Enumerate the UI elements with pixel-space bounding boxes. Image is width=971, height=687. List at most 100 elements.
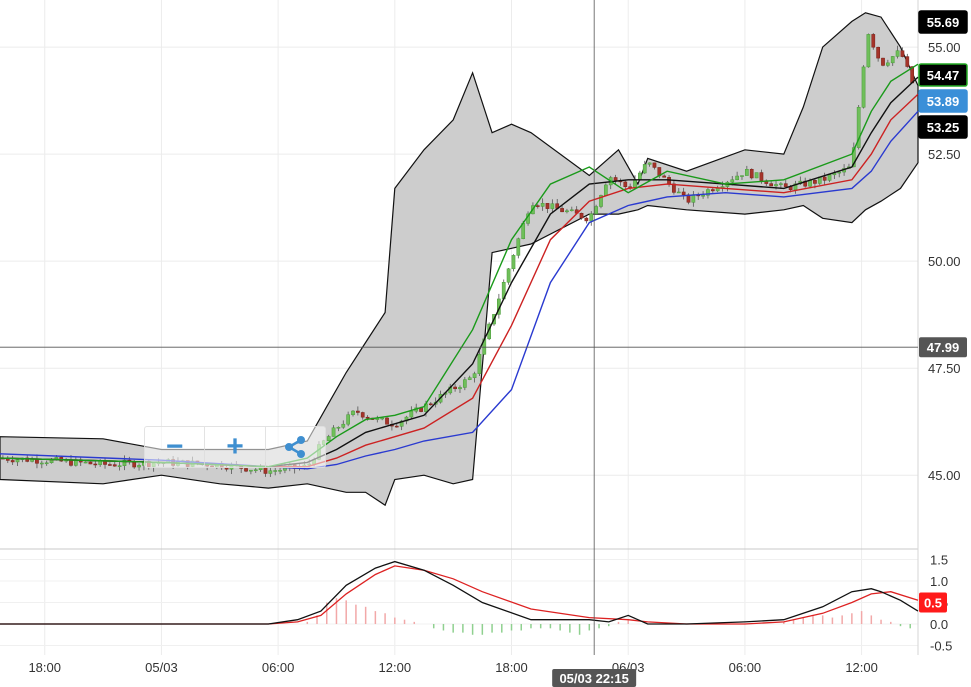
candle bbox=[827, 173, 832, 183]
candle bbox=[881, 57, 885, 67]
candle bbox=[895, 45, 900, 59]
plus-icon: + bbox=[226, 430, 244, 463]
candle bbox=[341, 420, 346, 429]
zoom-toolbar: − + bbox=[144, 426, 326, 468]
candle bbox=[769, 181, 774, 187]
time-tick-label: 18:00 bbox=[28, 660, 61, 675]
candle bbox=[569, 206, 574, 212]
candle-body bbox=[759, 172, 764, 181]
candle-body bbox=[385, 417, 389, 425]
candle-body bbox=[462, 379, 467, 388]
crosshair-time-label: 05/03 22:15 bbox=[559, 671, 628, 686]
macd-tick-label: 1.5 bbox=[930, 552, 948, 567]
candle-body bbox=[710, 189, 715, 192]
candle-body bbox=[458, 387, 462, 390]
candle-body bbox=[108, 464, 112, 466]
candle-body bbox=[351, 410, 355, 415]
time-tick-label: 12:00 bbox=[379, 660, 412, 675]
candle bbox=[326, 434, 331, 441]
candle bbox=[253, 467, 258, 473]
candle-body bbox=[851, 147, 856, 168]
minus-icon: − bbox=[165, 430, 184, 463]
candle-body bbox=[837, 171, 842, 174]
candle bbox=[886, 59, 890, 68]
candle bbox=[579, 212, 584, 220]
macd-signal-line bbox=[0, 565, 919, 625]
candle bbox=[346, 411, 350, 427]
candle-body bbox=[749, 169, 754, 179]
candle-body bbox=[540, 203, 545, 207]
price-tag-label: 55.69 bbox=[927, 15, 960, 30]
candle bbox=[331, 425, 336, 437]
candle bbox=[642, 160, 647, 175]
candle bbox=[856, 105, 861, 150]
candle-body bbox=[360, 412, 365, 418]
candle bbox=[462, 376, 467, 391]
candle-body bbox=[394, 425, 399, 428]
candle bbox=[108, 462, 112, 467]
zoom-out-button[interactable]: − bbox=[145, 427, 206, 467]
candle bbox=[516, 237, 521, 259]
price-tag-label: 53.25 bbox=[927, 120, 960, 135]
candle-body bbox=[594, 206, 598, 215]
candle-body bbox=[253, 469, 258, 471]
candle bbox=[652, 162, 657, 170]
candle bbox=[244, 468, 248, 473]
candle bbox=[876, 46, 880, 62]
candle-body bbox=[326, 436, 331, 441]
candle-body bbox=[881, 57, 885, 66]
candle-body bbox=[774, 184, 778, 187]
candle-body bbox=[779, 183, 783, 185]
price-tick-label: 52.50 bbox=[928, 147, 961, 162]
macd-tick-label: 1.0 bbox=[930, 574, 948, 589]
candle bbox=[735, 171, 739, 181]
macd-line bbox=[0, 560, 919, 625]
candle-body bbox=[740, 175, 744, 177]
crosshair-time-tag bbox=[552, 669, 637, 687]
candle bbox=[137, 463, 141, 471]
candle-body bbox=[550, 203, 555, 209]
candle-body bbox=[813, 180, 817, 184]
candle-body bbox=[10, 460, 15, 463]
candle bbox=[467, 375, 472, 381]
candle-body bbox=[584, 217, 589, 222]
candle-body bbox=[662, 175, 667, 178]
candle-body bbox=[715, 188, 720, 192]
candle-body bbox=[793, 183, 798, 190]
candle-body bbox=[137, 465, 141, 468]
candle bbox=[351, 410, 355, 417]
candle-body bbox=[871, 34, 876, 48]
crosshair-price-tag bbox=[919, 337, 967, 358]
candle bbox=[278, 467, 282, 475]
candle-body bbox=[565, 210, 569, 213]
candle-body bbox=[511, 255, 516, 270]
candle bbox=[385, 415, 389, 425]
share-button[interactable] bbox=[266, 427, 325, 467]
candle-body bbox=[681, 191, 686, 195]
candle-body bbox=[88, 461, 93, 465]
candle-body bbox=[132, 461, 137, 468]
candle bbox=[380, 417, 385, 421]
candle-body bbox=[268, 470, 273, 474]
candle-body bbox=[676, 191, 681, 194]
candle-body bbox=[856, 107, 861, 148]
candle-body bbox=[579, 212, 584, 219]
candle-body bbox=[346, 414, 350, 425]
candle bbox=[249, 469, 253, 475]
candle-body bbox=[827, 174, 832, 181]
candle-body bbox=[730, 179, 735, 183]
candle-body bbox=[589, 213, 594, 222]
candle-body bbox=[93, 463, 98, 466]
candle-body bbox=[356, 410, 360, 413]
candle-body bbox=[642, 164, 647, 174]
candle-body bbox=[613, 177, 618, 181]
candle bbox=[589, 211, 594, 226]
bollinger-band bbox=[0, 12, 919, 507]
candle bbox=[890, 56, 895, 66]
candle bbox=[10, 455, 15, 465]
zoom-in-button[interactable]: + bbox=[205, 427, 266, 467]
price-tag bbox=[918, 115, 968, 139]
time-tick-label: 12:00 bbox=[845, 660, 878, 675]
candle bbox=[861, 65, 866, 109]
